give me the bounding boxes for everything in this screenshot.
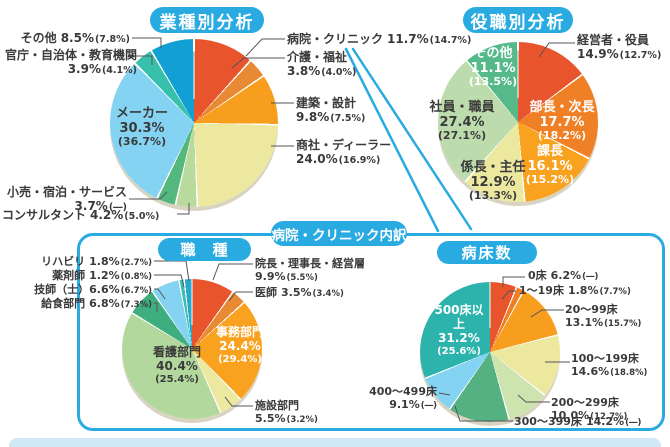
label-job-food-service: 給食部門 6.8%(7.3%) [41,297,152,310]
label-beds-0: 0床 6.2%(―) [528,269,599,282]
label-industry-care: 介護・福祉 3.8%(4.0%) [287,50,357,79]
pie-label-maker: メーカー 30.3% (36.7%) [115,106,169,149]
label-industry-trading: 商社・ディーラー 24.0%(16.9%) [296,138,392,167]
pie-label-staff: 社員・職員 27.4% (27.1%) [429,100,495,143]
label-beds-20-99: 20～99床 13.1%(15.7%) [565,303,642,330]
label-industry-construction: 建築・設計 9.8%(7.5%) [296,96,366,125]
label-beds-400-499: 400～499床 9.1%(―) [369,385,437,412]
pie-label-section-chief: 課長 16.1% (15.2%) [525,144,575,187]
label-job-pharmacist: 薬剤師 1.2%(0.8%) [52,269,152,282]
label-job-rehab: リハビリ 1.8%(2.7%) [41,255,152,268]
industry-badge: 業種別分析 [150,7,264,33]
label-beds-300-399: 300～399床 14.2%(―) [514,415,642,428]
pie-label-director: 部長・次長 17.7% (18.2%) [529,100,595,143]
pie-label-nursing: 看護部門 40.4% (25.4%) [152,345,202,385]
label-job-doctor: 医師 3.5%(3.4%) [255,286,344,299]
label-job-facility: 施設部門 5.5%(3.2%) [255,399,318,426]
pie-label-beds-500plus: 500床以上 31.2% (25.6%) [434,303,484,357]
label-beds-200-299: 200～299床 10.0%(12.7%) [551,396,628,423]
label-industry-consultant: コンサルタント 4.2%(5.0%) [2,208,160,222]
label-industry-other: その他 8.5%(7.8%) [20,31,130,45]
label-industry-government: 官庁・自治体・教育機関 3.9%(4.1%) [4,48,137,77]
section-badge: 病院・クリニック内訳 [271,221,407,246]
label-job-technician: 技師（士）6.6%(6.7%) [34,283,152,296]
pie-label-admin: 事務部門 24.4% (29.4%) [215,325,265,365]
job-pie-chart [122,279,262,419]
bottom-blue-strip [9,438,661,447]
label-industry-retail: 小売・宿泊・サービス 3.7%(―) [6,185,127,214]
pie-label-supervisor: 係長・主任 12.9% (13.3%) [460,160,526,203]
job-badge: 職 種 [158,238,251,261]
label-beds-1-19: 1～19床 1.8%(7.7%) [519,284,631,297]
position-badge: 役職別分析 [463,7,573,33]
label-beds-100-199: 100～199床 14.6%(18.8%) [571,352,648,379]
pie-label-position-other: その他 11.1% (13.5%) [468,46,518,89]
beds-badge: 病床数 [437,241,537,264]
label-job-president: 院長・理事長・経営層 9.9%(5.5%) [255,257,365,284]
label-industry-hospital: 病院・クリニック 11.7%(14.7%) [287,32,472,46]
label-position-executive: 経営者・役員 14.9%(12.7%) [577,33,662,62]
